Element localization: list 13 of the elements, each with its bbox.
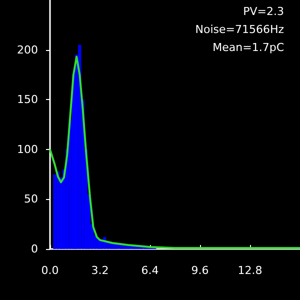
y-tick-label: 100 [17,142,38,156]
x-tick-label: 3.2 [91,264,109,277]
annotation: Mean=1.7pC [212,41,284,54]
annotation: Noise=71566Hz [195,23,284,36]
y-tick-label: 50 [24,192,38,206]
y-tick-label: 200 [17,43,38,56]
x-tick-label: 0.0 [41,264,59,277]
y-tick-label: 150 [17,93,38,106]
x-tick-label: 9.6 [191,264,209,277]
y-tick-label: 0 [31,242,38,256]
x-tick-label: 6.4 [141,264,159,277]
annotation: PV=2.3 [243,5,284,18]
x-tick-label: 12.8 [238,264,262,277]
